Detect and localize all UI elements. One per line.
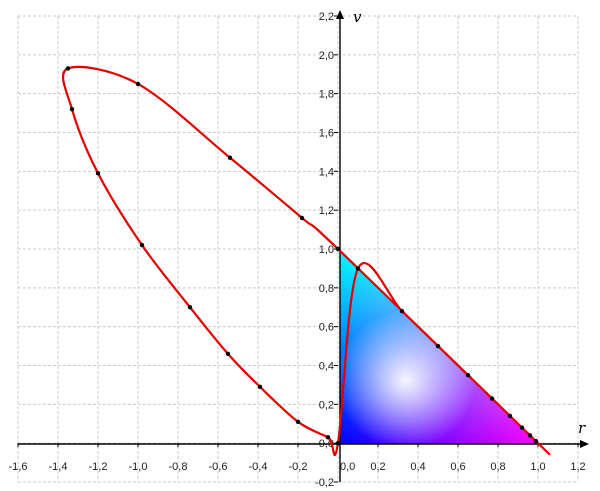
y-tick-label: 1,0 [319,244,334,256]
y-tick-label: 0,6 [319,322,334,334]
x-tick-label: -0,2 [289,461,308,473]
data-point [299,215,305,221]
y-axis-title: v [353,8,362,26]
y-tick-label: 1,6 [319,128,334,140]
x-tick-label: -1,4 [49,461,68,473]
y-tick-label: 0,2 [319,399,334,411]
x-tick-label: -0,4 [249,461,268,473]
data-point [257,384,263,390]
y-tick-label: 1,8 [319,89,334,101]
y-tick-label: 2,2 [319,11,334,23]
data-point [399,308,405,314]
data-point [507,413,513,419]
data-points [65,66,539,446]
x-tick-label: 0,2 [370,461,385,473]
x-tick-label: 0,6 [450,461,465,473]
data-point [527,433,533,438]
x-axis-arrow [580,440,589,448]
x-tick-label: -1,6 [9,461,28,473]
data-point [519,425,525,430]
x-tick-label: 1,2 [570,461,585,473]
y-tick-label: 2,0 [319,50,334,62]
data-point [325,435,331,440]
data-point [65,66,71,71]
x-tick-label: -1,2 [89,461,108,473]
data-point [489,396,495,401]
data-point [69,107,75,112]
data-point [95,171,101,176]
x-tick-label: 0,4 [410,461,425,473]
data-point [335,246,341,252]
data-point [139,242,145,248]
y-tick-label: 1,4 [319,166,334,178]
data-point [225,351,231,357]
y-tick-label: 0,8 [319,283,334,295]
x-tick-label: -0,6 [209,461,228,473]
data-point [355,266,361,271]
data-point [227,155,233,160]
tick-labels: -1,6 -1,4 -1,2 -1,0 -0,8 -0,6 -0,4 -0,2 0,0 0,2 0,… [9,11,586,489]
data-point [295,419,301,425]
x-tick-label: -1,0 [129,461,148,473]
y-axis-arrow [336,10,344,19]
x-tick-label: -0,8 [169,461,188,473]
data-point [435,343,441,349]
data-point [533,439,539,444]
data-point [187,305,193,310]
x-tick-label: 0,0 [340,461,355,473]
data-point [335,440,341,446]
x-tick-label: 1,0 [530,461,545,473]
x-axis-title: r [578,419,586,437]
data-point [465,373,471,378]
x-tick-label: 0,8 [490,461,505,473]
y-tick-label: -0,2 [315,477,334,489]
data-point [135,81,141,87]
y-tick-label: 0,4 [319,361,334,373]
y-tick-label: 1,2 [319,205,334,217]
